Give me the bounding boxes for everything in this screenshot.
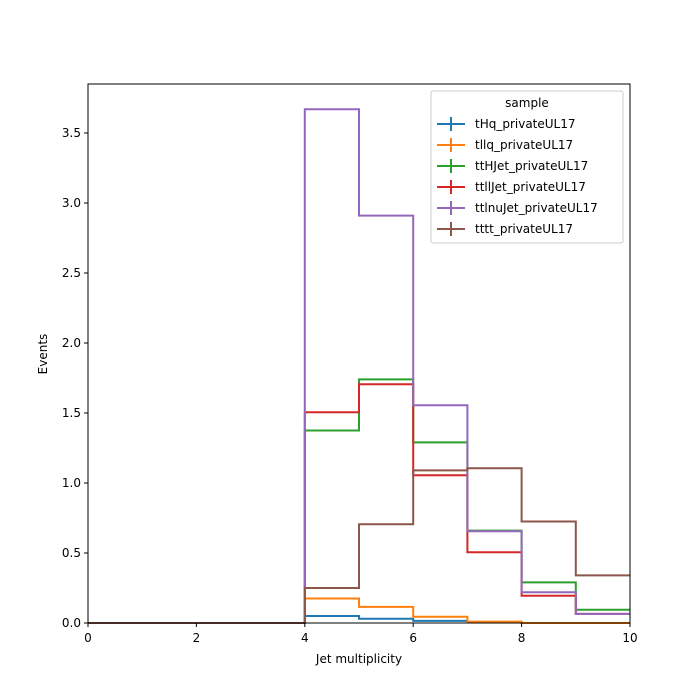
legend-box: [430, 90, 624, 244]
series-line-0: [88, 615, 630, 624]
legend-label: ttllJet_privateUL17: [475, 180, 586, 194]
legend-entry-1: tllq_privateUL17: [437, 138, 573, 152]
y-tick-label: 3.5: [62, 126, 81, 140]
legend-entry-4: ttlnuJet_privateUL17: [437, 201, 598, 215]
legend-label: ttHJet_privateUL17: [475, 159, 588, 173]
x-tick-label: 6: [409, 631, 417, 645]
y-axis-label: Events: [36, 334, 50, 375]
legend-label: tHq_privateUL17: [475, 117, 576, 131]
x-tick-label: 10: [622, 631, 637, 645]
y-tick-label: 3.0: [62, 196, 81, 210]
y-tick-label: 0.5: [62, 546, 81, 560]
y-axis: 0.0 0.5 1.0 1.5 2.0 2.5 3.0 3.5: [62, 126, 88, 630]
legend-title: sample: [505, 96, 549, 110]
legend-label: tttt_privateUL17: [475, 222, 573, 236]
x-axis: 0 2 4 6 8 10: [84, 623, 638, 645]
y-tick-label: 1.0: [62, 476, 81, 490]
y-tick-label: 1.5: [62, 406, 81, 420]
legend-entries: tHq_privateUL17 tllq_privateUL17 ttHJet_pr…: [437, 117, 598, 236]
legend-entry-3: ttllJet_privateUL17: [437, 180, 586, 194]
x-tick-label: 0: [84, 631, 92, 645]
legend: sample tHq_privateUL17 tllq_privateUL17tt…: [430, 90, 624, 244]
y-tick-label: 2.0: [62, 336, 81, 350]
legend-entry-0: tHq_privateUL17: [437, 117, 576, 131]
y-tick-label: 0.0: [62, 616, 81, 630]
x-tick-label: 4: [301, 631, 309, 645]
legend-label: tllq_privateUL17: [475, 138, 573, 152]
plot-frame: [87, 83, 631, 624]
legend-label: ttlnuJet_privateUL17: [475, 201, 598, 215]
x-tick-label: 8: [518, 631, 526, 645]
x-axis-label: Jet multiplicity: [315, 652, 402, 666]
legend-entry-2: ttHJet_privateUL17: [437, 159, 588, 173]
y-tick-label: 2.5: [62, 266, 81, 280]
x-tick-label: 2: [193, 631, 201, 645]
legend-entry-5: tttt_privateUL17: [437, 222, 573, 236]
